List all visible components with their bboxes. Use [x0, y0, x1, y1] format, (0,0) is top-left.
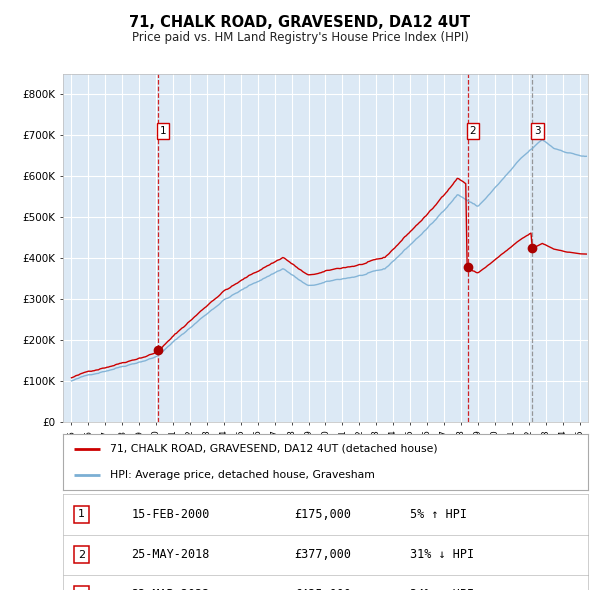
Text: HPI: Average price, detached house, Gravesham: HPI: Average price, detached house, Grav… [110, 470, 375, 480]
Text: 31% ↓ HPI: 31% ↓ HPI [409, 548, 473, 561]
Text: £377,000: £377,000 [294, 548, 351, 561]
Text: 71, CHALK ROAD, GRAVESEND, DA12 4UT: 71, CHALK ROAD, GRAVESEND, DA12 4UT [130, 15, 470, 30]
Text: 1: 1 [160, 126, 166, 136]
Text: Price paid vs. HM Land Registry's House Price Index (HPI): Price paid vs. HM Land Registry's House … [131, 31, 469, 44]
Text: 34% ↓ HPI: 34% ↓ HPI [409, 588, 473, 590]
Text: 2: 2 [469, 126, 476, 136]
Text: 15-FEB-2000: 15-FEB-2000 [131, 508, 209, 521]
Text: 2: 2 [78, 550, 85, 559]
Text: 3: 3 [534, 126, 541, 136]
Text: £175,000: £175,000 [294, 508, 351, 521]
Text: 1: 1 [78, 510, 85, 519]
Text: 71, CHALK ROAD, GRAVESEND, DA12 4UT (detached house): 71, CHALK ROAD, GRAVESEND, DA12 4UT (det… [110, 444, 438, 454]
Text: 25-MAY-2018: 25-MAY-2018 [131, 548, 209, 561]
Text: 22-MAR-2022: 22-MAR-2022 [131, 588, 209, 590]
Text: 5% ↑ HPI: 5% ↑ HPI [409, 508, 467, 521]
Text: £425,000: £425,000 [294, 588, 351, 590]
